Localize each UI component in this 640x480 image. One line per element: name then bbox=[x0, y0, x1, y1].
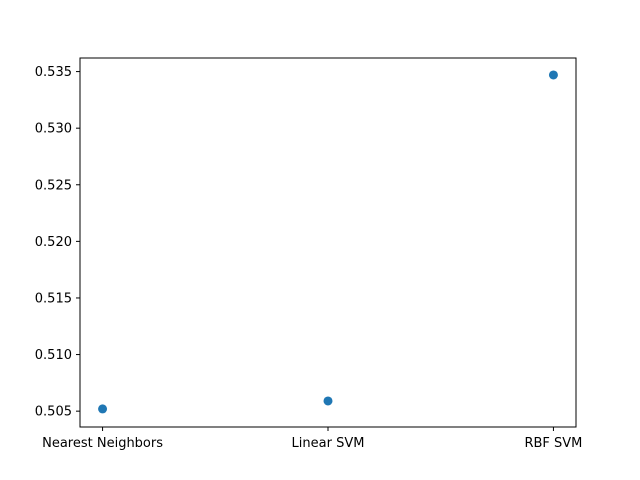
y-tick-label: 0.530 bbox=[35, 122, 72, 137]
y-tick-label: 0.520 bbox=[35, 235, 72, 250]
x-axis: Nearest Neighbors Linear SVM RBF SVM bbox=[42, 427, 582, 451]
y-tick-label: 0.510 bbox=[35, 348, 72, 363]
y-tick-label: 0.535 bbox=[35, 65, 72, 80]
data-point bbox=[323, 396, 333, 406]
x-tick-label: Nearest Neighbors bbox=[42, 436, 163, 451]
data-point bbox=[98, 404, 108, 414]
y-tick-label: 0.505 bbox=[35, 405, 72, 420]
x-tick-label: Linear SVM bbox=[292, 436, 365, 451]
plot-area-frame bbox=[79, 57, 577, 428]
y-axis: 0.505 0.510 0.515 0.520 0.525 0.530 0.535 bbox=[35, 65, 80, 420]
y-tick-label: 0.525 bbox=[35, 178, 72, 193]
scatter-series bbox=[98, 70, 558, 414]
x-tick-label: RBF SVM bbox=[524, 436, 582, 451]
data-point bbox=[548, 70, 558, 80]
y-tick-label: 0.515 bbox=[35, 291, 72, 306]
